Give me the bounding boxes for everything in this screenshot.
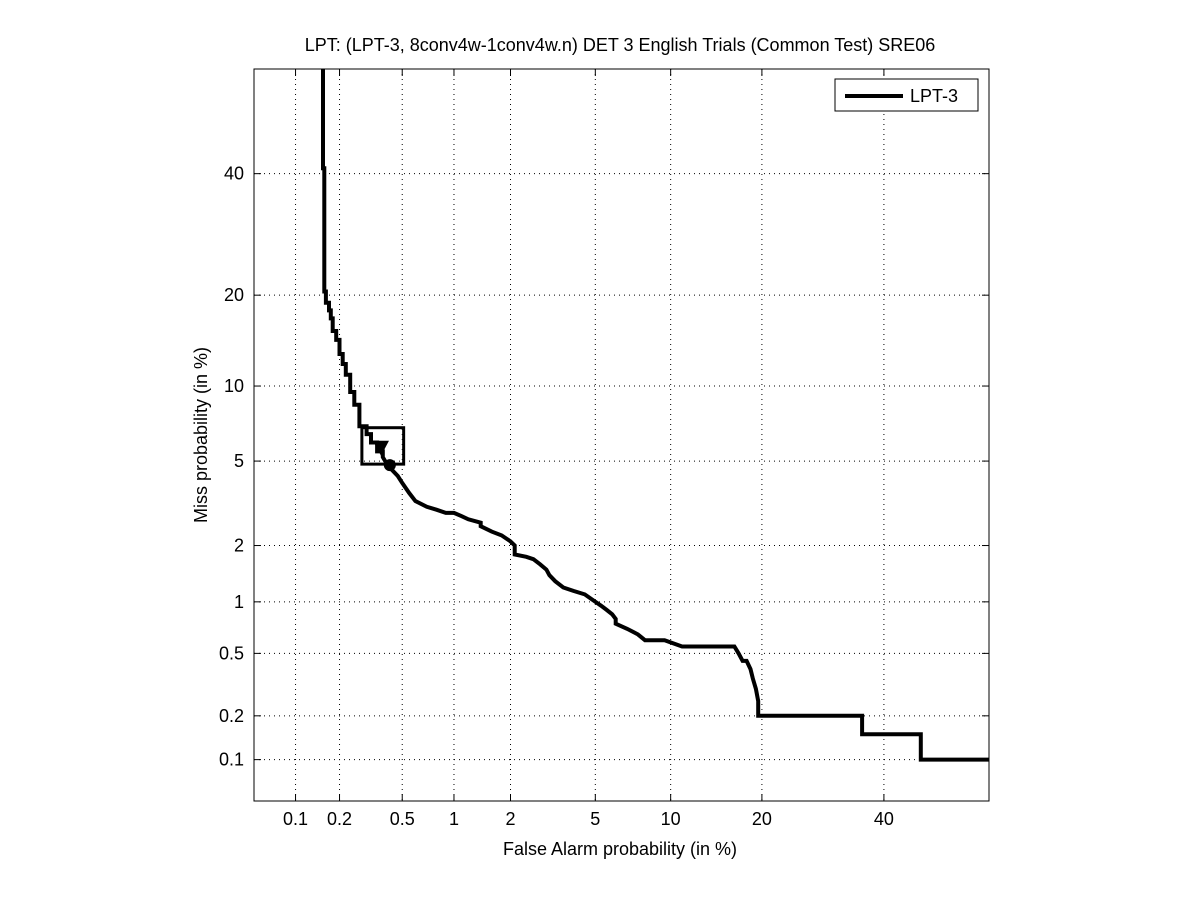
legend-label-lpt3: LPT-3: [910, 86, 958, 106]
y-tick-label: 0.1: [219, 750, 244, 770]
x-axis-label: False Alarm probability (in %): [503, 839, 737, 859]
y-tick-label: 40: [224, 164, 244, 184]
operating-point-box: [360, 426, 406, 466]
y-axis-label: Miss probability (in %): [191, 347, 211, 523]
x-tick-label: 0.2: [327, 809, 352, 829]
min-dcf-marker: [383, 459, 396, 472]
y-tick-label: 2: [234, 536, 244, 556]
x-tick-label: 5: [590, 809, 600, 829]
axis-ticks: [254, 69, 989, 801]
y-tick-label: 1: [234, 592, 244, 612]
x-tick-label: 1: [449, 809, 459, 829]
y-tick-label: 5: [234, 451, 244, 471]
y-tick-label: 10: [224, 376, 244, 396]
grid-lines: [254, 69, 989, 801]
x-tick-label: 0.1: [283, 809, 308, 829]
actual-decision-marker: [372, 440, 389, 456]
chart-title: LPT: (LPT-3, 8conv4w-1conv4w.n) DET 3 En…: [305, 35, 936, 55]
x-tick-labels: 0.1 0.2 0.5 1 2 5 10 20 40: [283, 809, 894, 829]
legend: LPT-3: [834, 78, 979, 112]
y-tick-labels: 0.1 0.2 0.5 1 2 5 10 20 40: [219, 164, 244, 770]
x-tick-label: 40: [874, 809, 894, 829]
y-tick-label: 0.2: [219, 706, 244, 726]
series-line-lpt3: [321, 69, 989, 762]
x-tick-label: 0.5: [390, 809, 415, 829]
y-tick-label: 20: [224, 285, 244, 305]
x-tick-label: 10: [661, 809, 681, 829]
plot-area: [253, 68, 990, 802]
x-tick-label: 2: [506, 809, 516, 829]
x-tick-label: 20: [752, 809, 772, 829]
y-tick-label: 0.5: [219, 643, 244, 663]
